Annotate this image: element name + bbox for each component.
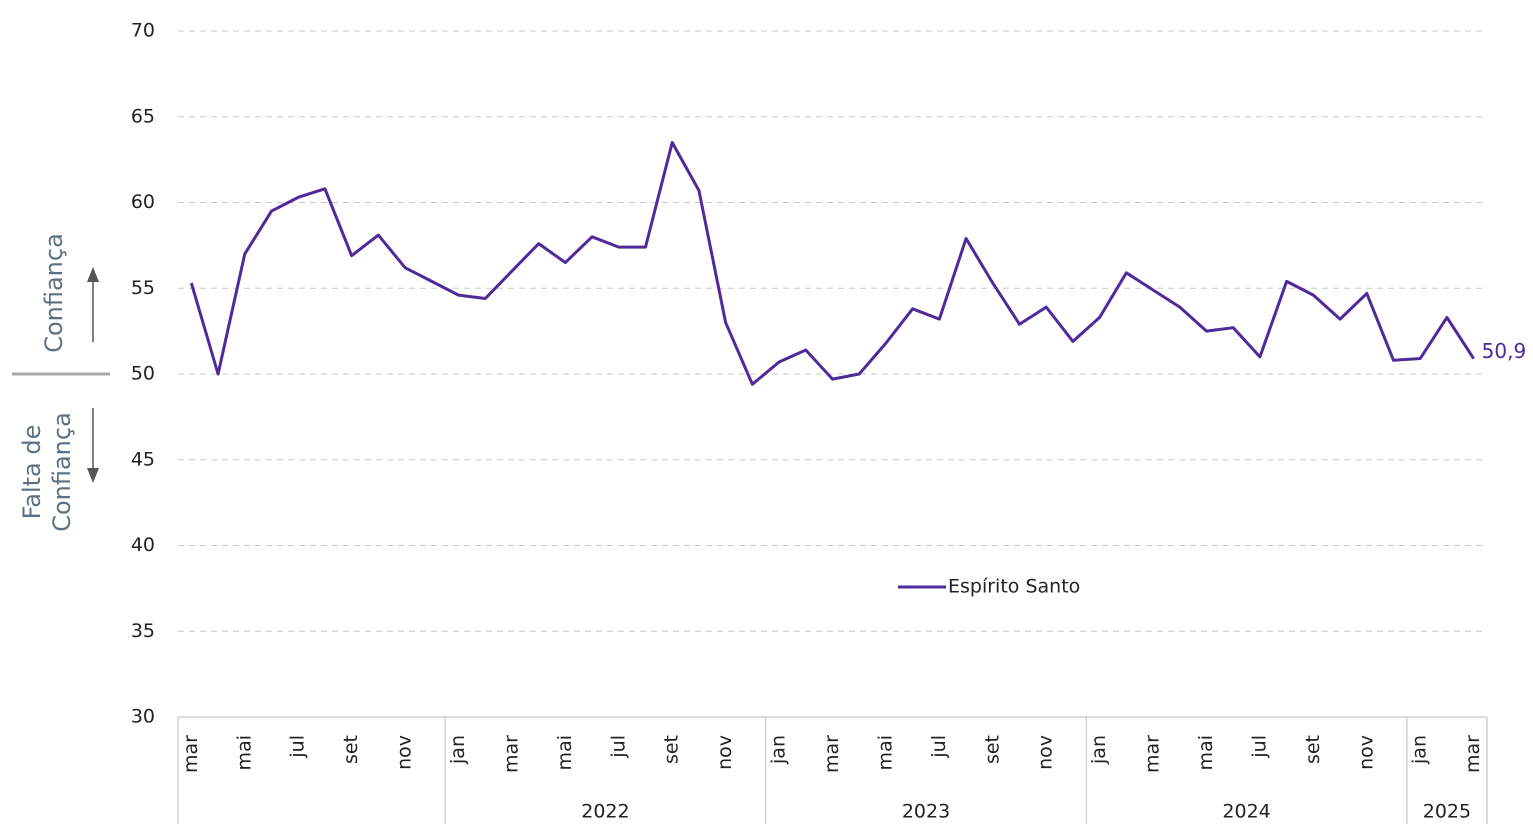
y-tick-label: 35 xyxy=(131,620,155,642)
no-confidence-label: Falta de xyxy=(18,425,46,520)
y-tick-label: 65 xyxy=(131,105,155,127)
x-tick-label: set xyxy=(661,735,683,764)
year-label: 2022 xyxy=(581,801,629,823)
x-tick-label: jul xyxy=(1248,735,1270,759)
arrow-head xyxy=(87,468,99,483)
x-tick-label: jul xyxy=(928,735,950,759)
year-label: 2023 xyxy=(902,801,950,823)
x-tick-label: jul xyxy=(607,735,629,759)
x-tick-label: mar xyxy=(180,735,202,773)
x-tick-label: mar xyxy=(1142,735,1164,773)
y-tick-label: 60 xyxy=(131,191,155,213)
x-tick-label: nov xyxy=(1355,735,1377,770)
year-label: 2024 xyxy=(1222,801,1270,823)
y-tick-label: 40 xyxy=(131,534,155,556)
y-tick-label: 45 xyxy=(131,448,155,470)
series-line xyxy=(189,140,1475,386)
x-tick-label: nov xyxy=(1035,735,1057,770)
x-tick-label: mar xyxy=(1462,735,1484,773)
x-tick-label: set xyxy=(1302,735,1324,764)
x-tick-label: nov xyxy=(714,735,736,770)
x-tick-label: set xyxy=(340,735,362,764)
x-tick-label: jan xyxy=(1088,735,1110,765)
x-tick-label: mai xyxy=(554,735,576,770)
x-tick-label: jan xyxy=(447,735,469,765)
x-tick-label: jan xyxy=(768,735,790,765)
y-tick-label: 70 xyxy=(131,20,155,42)
no-confidence-label: Confiança xyxy=(48,412,76,532)
legend-label: Espírito Santo xyxy=(948,576,1080,598)
x-tick-label: jul xyxy=(287,735,309,759)
y-tick-label: 50 xyxy=(131,363,155,385)
y-tick-label: 30 xyxy=(131,706,155,728)
x-tick-label: jan xyxy=(1409,735,1431,765)
confidence-label: Confiança xyxy=(40,233,68,353)
x-tick-label: mai xyxy=(1195,735,1217,770)
x-tick-label: mar xyxy=(500,735,522,773)
x-tick-label: nov xyxy=(394,735,416,770)
year-label: 2025 xyxy=(1423,801,1471,823)
end-label: 50,9 xyxy=(1482,339,1527,363)
x-tick-label: mai xyxy=(874,735,896,770)
x-tick-label: mai xyxy=(233,735,255,770)
arrow-head xyxy=(87,267,99,282)
y-tick-label: 55 xyxy=(131,277,155,299)
x-tick-label: set xyxy=(981,735,1003,764)
x-tick-label: mar xyxy=(821,735,843,773)
